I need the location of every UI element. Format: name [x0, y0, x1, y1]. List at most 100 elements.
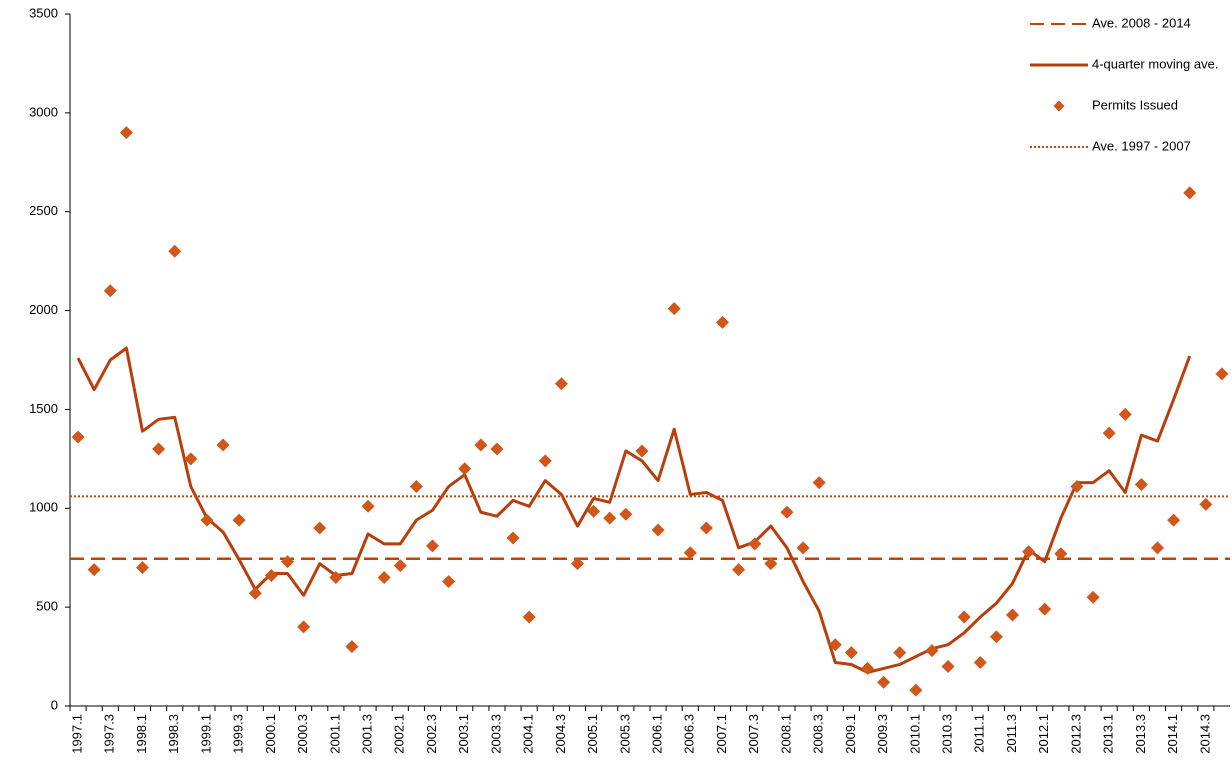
x-tick-label: 2000.3	[295, 714, 310, 754]
permit-marker	[119, 126, 133, 140]
x-tick-label: 2008.1	[778, 714, 793, 754]
permit-marker	[748, 537, 762, 551]
permit-marker	[200, 513, 214, 527]
permit-marker	[554, 377, 568, 391]
x-tick-label: 2014.1	[1165, 714, 1180, 754]
permit-marker	[297, 620, 311, 634]
permit-marker	[393, 559, 407, 573]
permit-marker	[361, 499, 375, 513]
permit-marker	[764, 557, 778, 571]
permit-marker	[1183, 186, 1197, 200]
permit-marker	[667, 302, 681, 316]
y-tick-label: 500	[36, 599, 58, 614]
permit-marker	[909, 683, 923, 697]
permit-marker	[313, 521, 327, 535]
permit-marker	[1151, 541, 1164, 555]
permit-marker	[281, 555, 294, 569]
x-tick-label: 2005.3	[617, 714, 632, 754]
x-tick-label: 2000.1	[263, 714, 278, 754]
permit-marker	[458, 462, 472, 476]
permit-marker	[1006, 608, 1019, 622]
legend-label: Ave. 1997 - 2007	[1092, 138, 1191, 153]
legend-label: 4-quarter moving ave.	[1092, 56, 1218, 71]
x-tick-label: 1997.3	[102, 714, 117, 754]
permit-marker	[973, 656, 987, 670]
legend-label: Ave. 2008 - 2014	[1092, 15, 1191, 30]
permit-marker	[538, 454, 552, 468]
x-tick-label: 2014.3	[1197, 714, 1212, 754]
permit-marker	[1070, 480, 1084, 494]
permit-marker	[989, 630, 1003, 644]
permit-marker	[1054, 547, 1068, 561]
x-tick-label: 2007.3	[746, 714, 761, 754]
x-tick-label: 2007.1	[714, 714, 729, 754]
y-tick-label: 2500	[29, 203, 58, 218]
x-tick-label: 1997.1	[69, 714, 84, 754]
x-tick-label: 2011.3	[1004, 714, 1019, 753]
x-tick-label: 2004.3	[553, 714, 568, 754]
x-tick-label: 1999.3	[231, 714, 246, 754]
permit-marker	[571, 557, 584, 571]
permit-marker	[442, 574, 456, 588]
permit-marker	[1102, 426, 1116, 440]
permit-marker	[1086, 590, 1100, 604]
x-tick-label: 2002.3	[424, 714, 439, 754]
x-tick-label: 2005.1	[585, 714, 600, 754]
permit-marker	[1167, 513, 1181, 527]
permit-marker	[1134, 478, 1148, 492]
permit-marker	[732, 563, 746, 577]
permit-marker	[925, 644, 939, 658]
x-tick-label: 2001.3	[359, 714, 374, 754]
permit-marker	[264, 569, 278, 583]
x-tick-label: 2012.3	[1068, 714, 1083, 754]
x-tick-label: 2012.1	[1036, 714, 1051, 754]
permit-marker	[152, 442, 166, 456]
x-tick-label: 2006.1	[649, 714, 664, 754]
permit-marker	[635, 444, 649, 458]
permit-marker	[812, 476, 826, 490]
permit-marker	[716, 315, 729, 329]
permit-marker	[957, 610, 971, 624]
permit-marker	[1215, 367, 1229, 381]
legend-label: Permits Issued	[1092, 97, 1178, 112]
legend-marker	[1053, 100, 1065, 112]
permit-marker	[248, 586, 262, 600]
x-tick-label: 2002.1	[392, 714, 407, 754]
y-tick-label: 2000	[29, 302, 58, 317]
permit-marker	[474, 438, 488, 452]
permit-marker	[587, 504, 601, 518]
permit-marker	[168, 244, 182, 258]
y-tick-label: 1500	[29, 401, 58, 416]
permit-marker	[522, 610, 536, 624]
permit-marker	[619, 507, 633, 521]
y-tick-label: 1000	[29, 500, 58, 515]
permit-marker	[844, 646, 858, 660]
moving-average-line	[76, 346, 1192, 674]
permit-marker	[861, 661, 874, 675]
permit-marker	[796, 541, 810, 555]
y-tick-label: 3500	[29, 5, 58, 20]
permit-marker	[103, 284, 117, 298]
permit-marker	[426, 539, 439, 553]
y-tick-label: 3000	[29, 104, 58, 119]
x-tick-label: 2011.1	[972, 714, 987, 753]
permit-marker	[377, 570, 391, 584]
x-tick-label: 2008.3	[811, 714, 826, 754]
x-tick-label: 2009.3	[875, 714, 890, 754]
permit-marker	[409, 480, 423, 494]
x-tick-label: 1999.1	[198, 714, 213, 754]
permit-marker	[683, 546, 697, 560]
permit-marker	[828, 638, 842, 652]
permit-marker	[71, 430, 85, 444]
x-tick-label: 2006.3	[682, 714, 697, 754]
permit-marker	[1038, 602, 1052, 616]
x-tick-label: 2009.1	[843, 714, 858, 754]
permit-marker	[651, 523, 665, 537]
permit-marker	[941, 659, 955, 673]
permit-marker	[1118, 407, 1132, 421]
permit-marker	[506, 531, 520, 545]
x-tick-label: 1998.1	[134, 714, 149, 754]
x-tick-label: 2013.3	[1133, 714, 1148, 754]
x-tick-label: 2003.1	[456, 714, 471, 754]
